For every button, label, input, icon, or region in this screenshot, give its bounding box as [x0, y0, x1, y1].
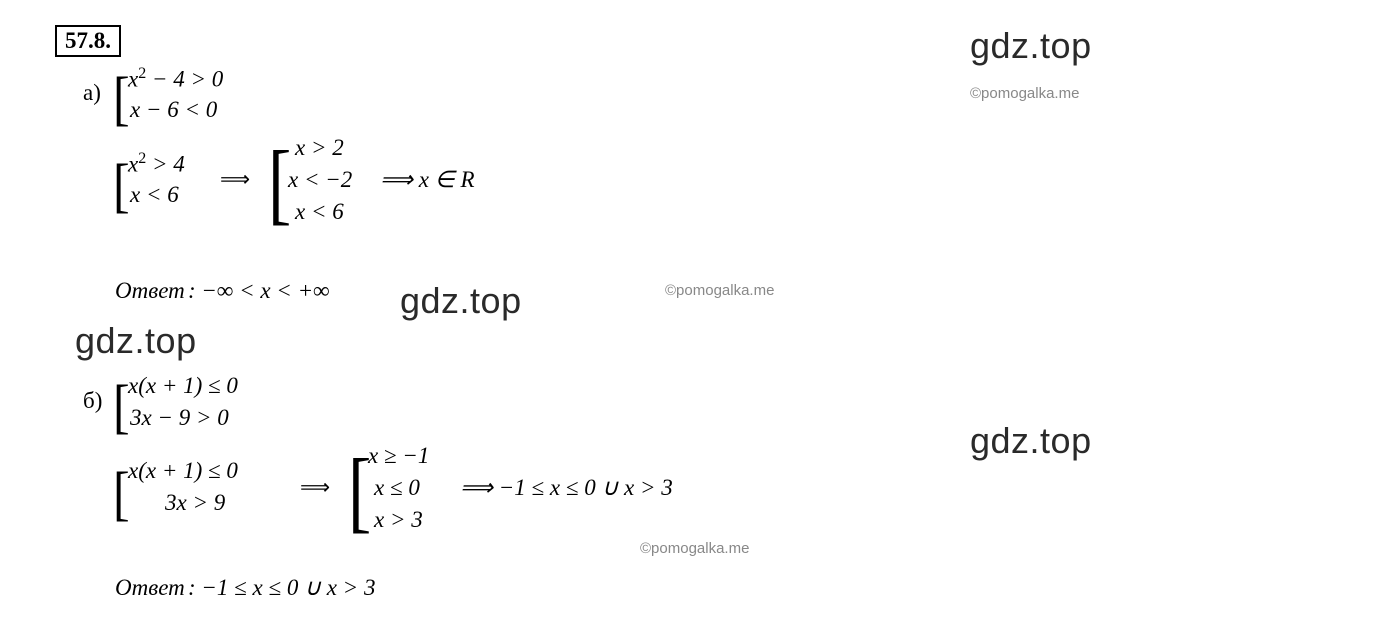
- problem-number-box: 57.8.: [55, 25, 121, 57]
- part-a-answer-label: Ответ: [115, 278, 185, 304]
- part-b-sys2-line2: 3x > 9: [165, 490, 225, 516]
- arrow-b1: ⟹: [300, 475, 330, 500]
- part-b-sys3-line1: x ≥ −1: [368, 443, 429, 469]
- part-b-answer: : −1 ≤ x ≤ 0 ∪ x > 3: [188, 575, 375, 601]
- part-b-answer-label: Ответ: [115, 575, 185, 601]
- part-a-sys3-line1: x > 2: [295, 135, 344, 161]
- part-b-result: ⟹ −1 ≤ x ≤ 0 ∪ x > 3: [460, 475, 673, 501]
- part-b-sys3-line2: x ≤ 0: [374, 475, 420, 501]
- part-b-sys1-line1: x(x + 1) ≤ 0: [128, 373, 238, 399]
- part-b-sys2-line1: x(x + 1) ≤ 0: [128, 458, 238, 484]
- part-a-sys2-line2: x < 6: [130, 182, 179, 208]
- part-a-sys1-line2: x − 6 < 0: [130, 97, 217, 123]
- part-a-sys1-line1: x2 − 4 > 0: [128, 65, 223, 93]
- part-b-label: б): [83, 388, 102, 414]
- part-a-label: а): [83, 80, 101, 106]
- watermark-pomogalka-2: ©pomogalka.me: [665, 282, 774, 299]
- watermark-gdz-4: gdz.top: [970, 420, 1092, 462]
- part-a-result: ⟹ x ∈ R: [380, 167, 475, 193]
- arrow-a1: ⟹: [220, 167, 250, 192]
- part-a-sys3-line3: x < 6: [295, 199, 344, 225]
- part-b-sys1-line2: 3x − 9 > 0: [130, 405, 229, 431]
- watermark-gdz-3: gdz.top: [75, 320, 197, 362]
- watermark-gdz-1: gdz.top: [970, 25, 1092, 67]
- watermark-pomogalka-3: ©pomogalka.me: [640, 540, 749, 557]
- part-a-sys3-line2: x < −2: [288, 167, 352, 193]
- part-a-sys2-line1: x2 > 4: [128, 150, 185, 178]
- part-a-answer: : −∞ < x < +∞: [188, 278, 330, 304]
- part-b-sys3-line3: x > 3: [374, 507, 423, 533]
- watermark-gdz-2: gdz.top: [400, 280, 522, 322]
- watermark-pomogalka-1: ©pomogalka.me: [970, 85, 1079, 102]
